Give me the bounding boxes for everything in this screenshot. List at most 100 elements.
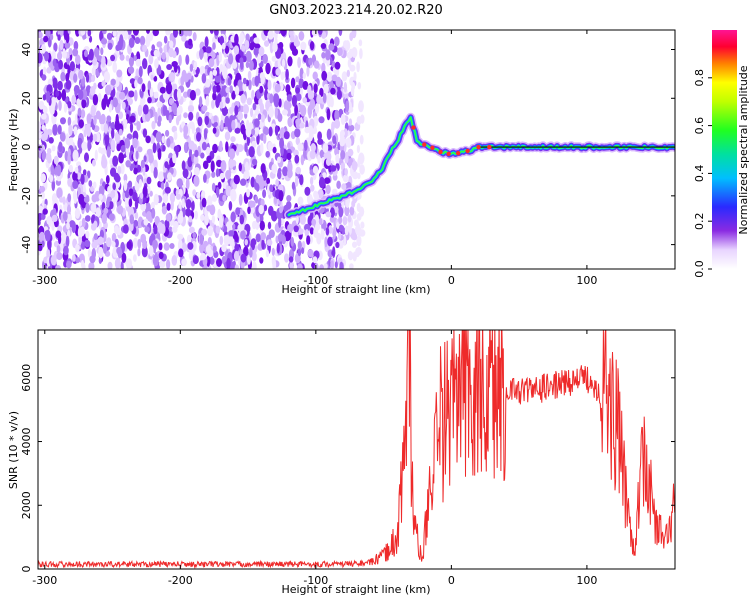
- heatmap-cell: [325, 211, 332, 218]
- heatmap-cell: [310, 184, 315, 192]
- heatmap-cell: [266, 177, 270, 185]
- heatmap-cell: [219, 235, 224, 246]
- heatmap-cell: [93, 82, 97, 90]
- heatmap-cell: [203, 173, 207, 183]
- heatmap-cell: [105, 175, 110, 184]
- heatmap-cell: [107, 185, 112, 194]
- heatmap-cell: [274, 125, 279, 136]
- heatmap-cell: [182, 242, 187, 253]
- heatmap-cell: [233, 174, 240, 185]
- heatmap-cell: [183, 142, 188, 154]
- heatmap-cell: [93, 233, 98, 241]
- heatmap-cell: [337, 240, 344, 249]
- heatmap-cell: [312, 256, 318, 264]
- heatmap-cell: [125, 160, 131, 168]
- heatmap-cell: [166, 64, 173, 70]
- heatmap-cell: [164, 186, 171, 194]
- heatmap-cell: [59, 132, 66, 142]
- heatmap-cell: [218, 51, 222, 63]
- heatmap-cell: [211, 51, 216, 59]
- colorbar-gradient: [712, 30, 737, 269]
- heatmap-cell: [342, 216, 348, 226]
- heatmap-cell: [300, 41, 307, 51]
- heatmap-cell: [347, 106, 354, 113]
- heatmap-hotspot: [476, 144, 481, 150]
- heatmap-cell: [343, 128, 348, 138]
- heatmap-cell: [134, 79, 138, 89]
- heatmap-cell: [120, 261, 124, 269]
- heatmap-cell: [88, 262, 95, 269]
- heatmap-cell: [74, 89, 78, 96]
- heatmap-cell: [234, 105, 239, 116]
- heatmap-cell: [304, 223, 311, 232]
- heatmap-cell: [338, 224, 344, 232]
- heatmap-cell: [138, 178, 143, 188]
- heatmap-cell: [228, 230, 235, 237]
- heatmap-y-tick-label: -40: [20, 236, 33, 254]
- heatmap-cell: [68, 125, 72, 132]
- heatmap-cell: [224, 115, 230, 127]
- heatmap-cell: [206, 205, 213, 212]
- heatmap-cell: [175, 193, 181, 200]
- heatmap-cell: [219, 35, 225, 46]
- heatmap-cell: [73, 40, 79, 51]
- heatmap-cell: [306, 235, 311, 246]
- heatmap-cell: [215, 168, 220, 178]
- heatmap-cell: [38, 205, 44, 214]
- heatmap-cell: [165, 30, 171, 36]
- heatmap-cell: [254, 127, 260, 135]
- colorbar-tick-label: 0.8: [693, 69, 706, 87]
- heatmap-y-tick-label: 20: [20, 91, 33, 105]
- heatmap-cell: [205, 95, 210, 107]
- heatmap-cell: [98, 257, 102, 264]
- heatmap-cell: [250, 200, 256, 208]
- heatmap-cell: [181, 258, 187, 267]
- heatmap-cell: [59, 232, 67, 244]
- heatmap-cell: [356, 61, 360, 73]
- heatmap-cell: [265, 150, 271, 158]
- heatmap-cell: [55, 90, 60, 97]
- heatmap-cell: [115, 35, 120, 43]
- heatmap-cell: [211, 171, 216, 178]
- heatmap-cell: [77, 107, 82, 117]
- heatmap-cell: [101, 38, 108, 45]
- heatmap-cell: [42, 94, 47, 101]
- heatmap-cell: [203, 87, 211, 95]
- heatmap-cell: [234, 127, 241, 134]
- heatmap-cell: [246, 134, 250, 146]
- heatmap-cell: [199, 65, 206, 76]
- heatmap-cell: [181, 35, 187, 42]
- heatmap-cell: [295, 166, 302, 175]
- heatmap-cell: [238, 162, 242, 172]
- heatmap-cell: [129, 78, 136, 85]
- heatmap-cell: [214, 30, 219, 36]
- heatmap-cell: [318, 218, 323, 225]
- heatmap-cell: [259, 72, 265, 80]
- heatmap-cell: [267, 79, 272, 91]
- heatmap-cell: [89, 255, 96, 264]
- heatmap-cell: [297, 142, 304, 152]
- heatmap-cell: [287, 56, 293, 67]
- heatmap-cell: [129, 214, 135, 225]
- heatmap-cell: [233, 45, 240, 55]
- heatmap-cell: [92, 56, 98, 66]
- heatmap-cell: [252, 102, 257, 111]
- heatmap-cell: [291, 48, 299, 56]
- heatmap-cell: [38, 100, 45, 110]
- heatmap-cell: [58, 234, 62, 245]
- heatmap-cell: [253, 37, 260, 44]
- heatmap-cell: [188, 121, 195, 129]
- heatmap-cell: [126, 97, 133, 106]
- heatmap-cell: [331, 74, 338, 82]
- heatmap-cell: [50, 255, 57, 266]
- heatmap-cell: [62, 211, 68, 222]
- heatmap-cell: [185, 54, 190, 65]
- snr-x-tick-label: 0: [448, 574, 455, 587]
- heatmap-cell: [149, 32, 154, 41]
- heatmap-x-tick-label: -100: [303, 274, 328, 287]
- heatmap-cell: [267, 221, 272, 230]
- heatmap-cell: [132, 191, 138, 201]
- heatmap-cell: [240, 230, 246, 240]
